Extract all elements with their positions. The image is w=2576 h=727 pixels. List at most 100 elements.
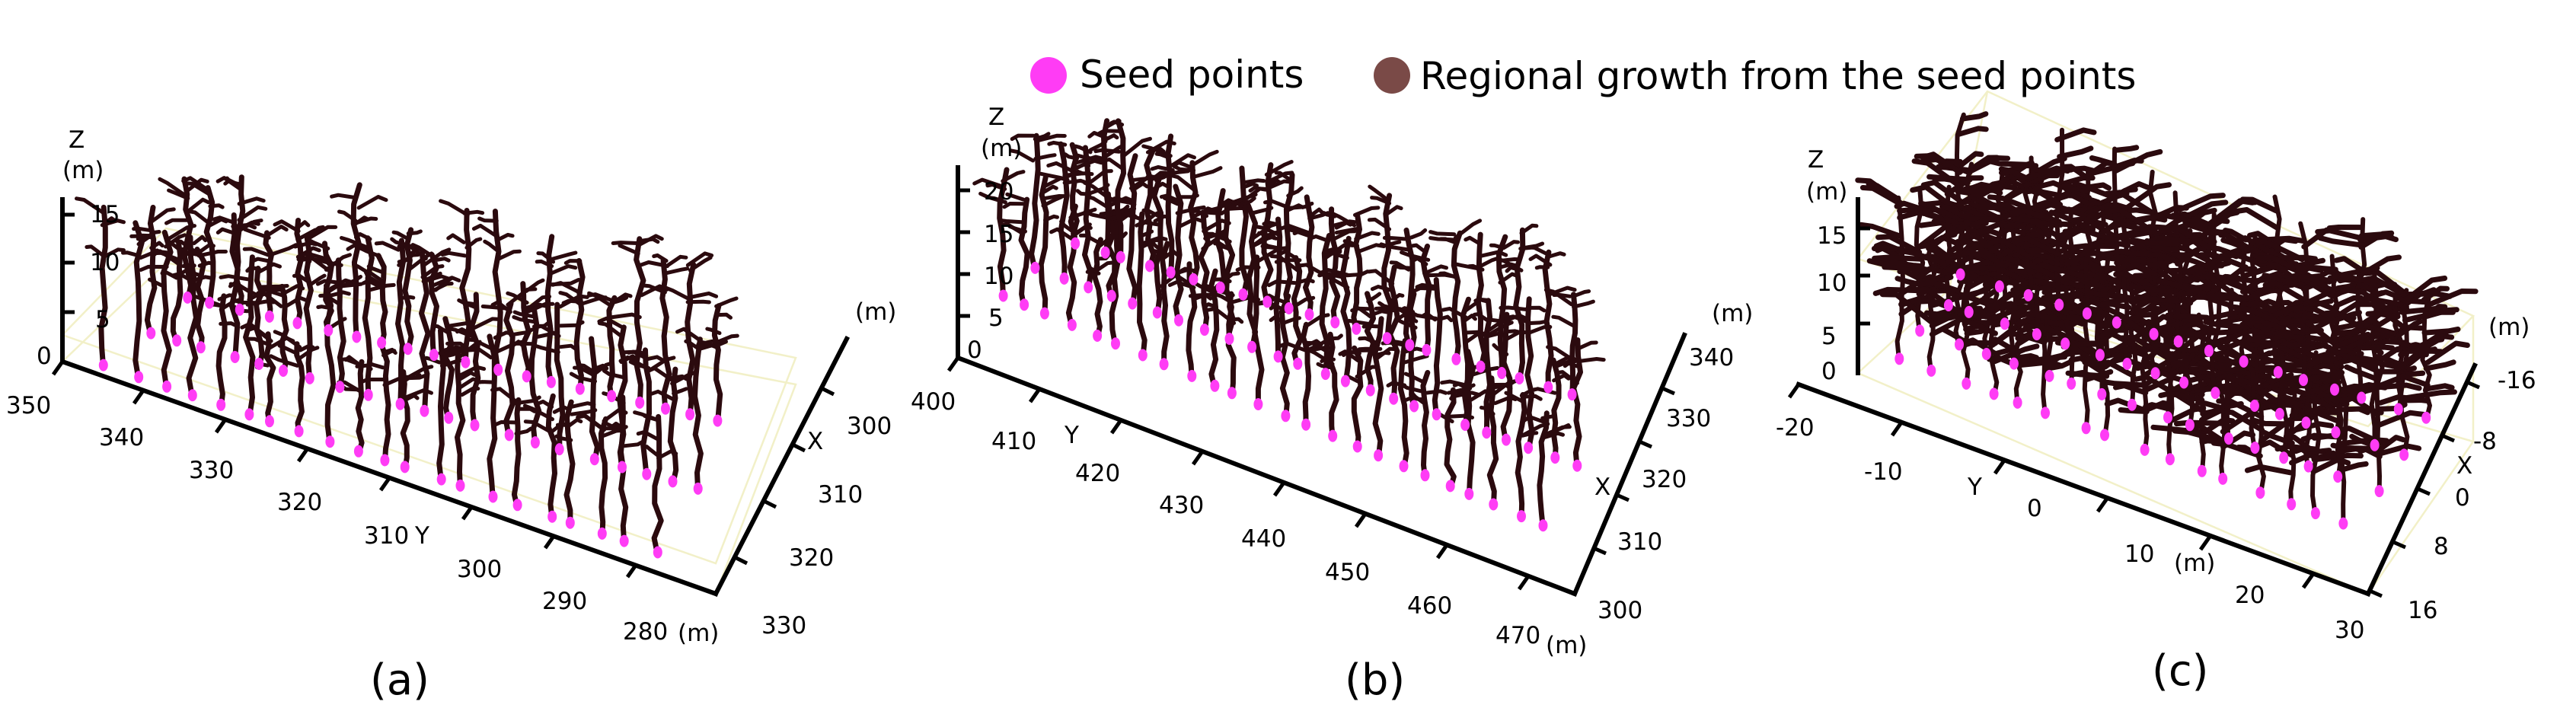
tree-stem	[1126, 153, 1138, 310]
tree-branch	[1267, 293, 1289, 305]
seed-point	[1374, 449, 1384, 462]
tree-branch	[1969, 232, 2002, 257]
seed-point	[597, 527, 607, 540]
tree-branch	[1875, 234, 1923, 255]
seed-point	[2097, 387, 2107, 400]
panel-a-x-axis-label: X	[807, 428, 823, 455]
tree-branch	[1010, 133, 1036, 142]
tree-branch	[2175, 199, 2229, 224]
tree-branch	[1872, 286, 1921, 296]
tree-point-cloud	[639, 253, 690, 415]
tree-branch	[215, 227, 235, 235]
tree-branch	[1403, 371, 1427, 384]
legend-growth-swatch	[1374, 57, 1410, 94]
tree-branch	[398, 295, 416, 301]
seed-point	[1328, 429, 1338, 442]
tree-branch	[1527, 245, 1550, 257]
tree-branch	[1175, 205, 1206, 215]
tree-branch	[538, 400, 554, 409]
tree-branch	[2313, 409, 2342, 425]
tree-point-cloud	[2192, 228, 2292, 368]
panel-c-x-tick-label: -16	[2498, 367, 2536, 394]
tree-branch	[597, 321, 623, 338]
tree-stem	[375, 253, 388, 349]
tree-branch	[2194, 294, 2249, 302]
tree-branch	[1543, 288, 1574, 307]
tree-point-cloud	[972, 167, 1026, 302]
seed-point	[1460, 419, 1470, 431]
panel-a-x-tick-label: 330	[761, 612, 806, 639]
seed-point	[1215, 281, 1225, 294]
tree-branch	[158, 177, 187, 198]
tree-stem	[2054, 127, 2065, 311]
tree-stem	[1328, 206, 1341, 328]
seed-point	[1106, 289, 1116, 302]
tree-branch	[269, 354, 299, 368]
seed-point	[2301, 416, 2311, 429]
tree-branch	[2147, 260, 2185, 284]
tree-branch	[2252, 238, 2305, 263]
tree-point-cloud	[1379, 227, 1428, 352]
panel-a-x-tick-label: 320	[789, 544, 834, 572]
tree-branch	[1154, 151, 1171, 160]
tree-branch	[1926, 174, 1973, 183]
seed-point	[1572, 459, 1582, 472]
seed-point	[1128, 297, 1138, 310]
seed-point	[1482, 426, 1492, 439]
seed-point	[2255, 486, 2265, 499]
legend: Seed points Regional growth from the see…	[1030, 53, 2136, 98]
panel-b-x-tick	[1592, 546, 1607, 556]
seed-point	[2150, 367, 2160, 380]
seed-point	[618, 461, 627, 474]
tree-stem	[400, 368, 410, 473]
tree-branch	[569, 371, 597, 384]
tree-branch	[2262, 273, 2308, 291]
panel-b-z-tick-label: 5	[988, 305, 1004, 332]
tree-branch	[1505, 314, 1531, 325]
panel-b-caption: (b)	[1345, 655, 1405, 705]
tree-branch	[705, 327, 722, 336]
tree-point-cloud	[645, 366, 696, 488]
seed-point	[2140, 443, 2150, 456]
tree-branch	[1920, 180, 1965, 206]
tree-branch	[1248, 186, 1268, 193]
tree-branch	[182, 181, 213, 197]
seed-point	[1964, 305, 1974, 318]
tree-branch	[1397, 313, 1419, 324]
tree-branch	[2278, 345, 2309, 362]
tree-branch	[149, 241, 164, 250]
tree-branch	[2220, 336, 2259, 355]
seed-point	[1989, 387, 1999, 400]
tree-branch	[2086, 182, 2112, 191]
panel-c-x-tick	[2368, 588, 2383, 598]
seed-point	[265, 415, 274, 428]
tree-point-cloud	[256, 283, 308, 377]
tree-stem	[215, 293, 228, 411]
tree-branch	[1338, 349, 1360, 363]
tree-branch	[2295, 264, 2338, 273]
tree-branch	[1342, 239, 1360, 248]
tree-branch	[1367, 217, 1392, 231]
tree-branch	[1543, 431, 1565, 439]
tree-branch	[151, 248, 180, 266]
tree-branch	[1489, 243, 1505, 250]
seed-point	[493, 363, 503, 376]
tree-point-cloud	[1479, 375, 1518, 511]
tree-stem	[1159, 241, 1170, 370]
tree-branch	[1959, 111, 1989, 122]
tree-stem	[667, 366, 679, 487]
seed-point	[2023, 289, 2033, 301]
tree-stem	[2209, 212, 2222, 399]
tree-point-cloud	[1009, 132, 1067, 274]
seed-point	[2338, 517, 2348, 530]
tree-branch	[1078, 233, 1100, 244]
tree-branch	[669, 374, 688, 381]
seed-point	[2045, 369, 2054, 382]
seed-point	[400, 461, 410, 474]
seed-point	[254, 358, 264, 370]
tree-branch	[2172, 428, 2224, 444]
tree-branch	[2424, 340, 2470, 365]
seed-point	[1174, 314, 1183, 327]
panel-b-y-tick-label: 430	[1159, 492, 1204, 519]
seed-point	[1039, 307, 1049, 320]
